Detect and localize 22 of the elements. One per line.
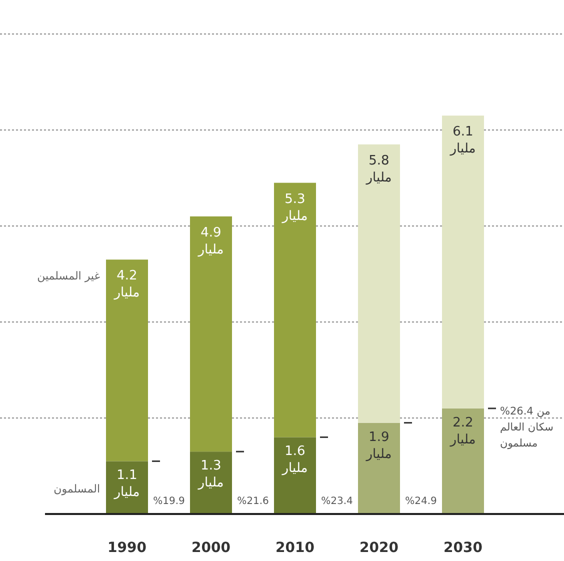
x-tick-label: 2030 xyxy=(444,540,483,556)
annotation: %23.4 xyxy=(321,496,353,507)
annotation: %21.6 xyxy=(237,496,269,507)
bar xyxy=(106,461,148,514)
bar xyxy=(190,452,232,514)
x-tick-label: 1990 xyxy=(108,540,147,556)
bar xyxy=(358,144,400,423)
annotation: %26.4 من سكان العالم مسلمون xyxy=(500,405,554,450)
bar xyxy=(358,422,400,514)
series-label: المسلمون xyxy=(54,482,100,496)
bar xyxy=(106,260,148,462)
x-tick-label: 2020 xyxy=(360,540,399,556)
annotation: %24.9 xyxy=(405,496,437,507)
bar xyxy=(274,182,316,438)
x-tick-label: 2000 xyxy=(192,540,231,556)
series-label: غير المسلمين xyxy=(37,270,100,283)
bar xyxy=(190,216,232,452)
bar xyxy=(442,408,484,514)
annotation: %19.9 xyxy=(153,496,185,507)
x-tick-label: 2010 xyxy=(276,540,315,556)
bar xyxy=(442,116,484,408)
bar xyxy=(274,437,316,514)
